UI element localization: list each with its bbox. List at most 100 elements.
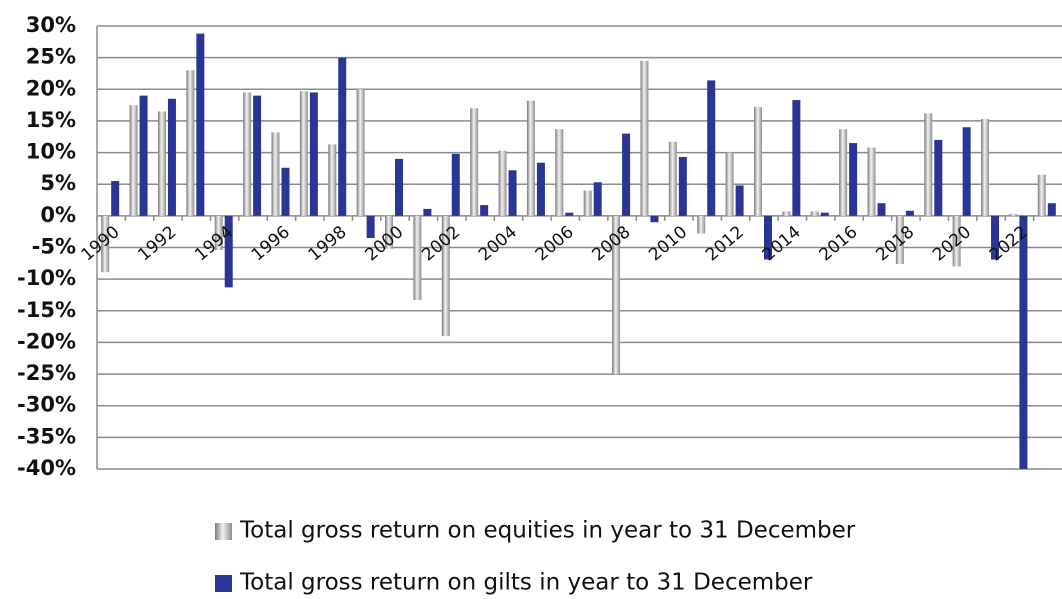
x-tick-label: 2020 — [929, 222, 975, 265]
y-tick-label: 15% — [26, 108, 76, 132]
y-tick-label: -10% — [17, 266, 76, 290]
y-tick-label: -25% — [17, 361, 76, 385]
bar — [243, 92, 252, 216]
bar — [129, 105, 138, 216]
bar — [650, 215, 659, 223]
bar — [214, 215, 223, 251]
y-tick-label: -20% — [17, 329, 76, 353]
bar — [753, 107, 762, 216]
y-tick-label: 5% — [40, 171, 76, 195]
bar — [338, 57, 347, 216]
bar — [157, 111, 166, 216]
bar — [196, 33, 205, 216]
x-tick-label: 1992 — [134, 222, 180, 265]
x-tick-label: 2006 — [532, 222, 578, 265]
y-tick-label: -35% — [17, 424, 76, 448]
x-tick-label: 2012 — [702, 222, 748, 265]
bar — [508, 170, 517, 216]
y-tick-label: -15% — [17, 298, 76, 322]
x-tick-label: 2002 — [418, 222, 464, 265]
legend-swatch — [215, 575, 232, 592]
bar — [1037, 174, 1046, 216]
bar — [299, 91, 308, 216]
bar — [725, 152, 734, 216]
x-tick-label: 1990 — [78, 222, 124, 265]
bar — [593, 182, 602, 216]
x-tick-label: 2008 — [589, 222, 635, 265]
bar — [924, 113, 933, 216]
bar — [271, 132, 280, 216]
bar — [934, 139, 943, 216]
bar — [186, 70, 195, 216]
bar — [366, 215, 375, 239]
y-tick-label: -5% — [32, 235, 76, 259]
bar — [981, 119, 990, 216]
x-tick-label: 1996 — [248, 222, 294, 265]
y-tick-label: 0% — [40, 203, 76, 227]
bar — [480, 205, 489, 216]
bar — [167, 98, 176, 216]
bar — [281, 167, 290, 216]
bar — [470, 108, 479, 216]
bar — [139, 95, 148, 216]
bar — [640, 60, 649, 216]
bar — [536, 162, 545, 216]
bar — [867, 147, 876, 216]
y-tick-label: 30% — [26, 13, 76, 37]
bar — [451, 153, 460, 216]
bar — [952, 215, 961, 267]
bar — [782, 211, 791, 216]
bar — [309, 92, 318, 216]
x-tick-label: 2018 — [872, 222, 918, 265]
bar — [962, 127, 971, 216]
bar — [895, 215, 904, 264]
x-tick-label: 2016 — [816, 222, 862, 265]
bar — [395, 158, 404, 216]
bar — [735, 185, 744, 216]
legend-label: Total gross return on gilts in year to 3… — [239, 570, 813, 596]
legend-label: Total gross return on equities in year t… — [239, 518, 856, 544]
bar — [423, 208, 432, 216]
y-tick-label: 25% — [26, 45, 76, 69]
bar — [1019, 215, 1028, 469]
bar — [792, 100, 801, 216]
bar — [413, 215, 422, 301]
bar — [612, 215, 621, 375]
bar — [356, 89, 365, 216]
bar — [622, 133, 631, 216]
bar — [697, 215, 706, 234]
bar — [1009, 213, 1018, 216]
bar — [555, 129, 564, 216]
bar — [385, 215, 394, 249]
bar — [111, 181, 120, 216]
bar — [905, 210, 914, 216]
bar — [526, 100, 535, 216]
x-tick-label: 2010 — [645, 222, 691, 265]
bar — [498, 150, 507, 216]
bar — [991, 215, 1000, 260]
bar — [583, 190, 592, 216]
y-tick-label: 10% — [26, 140, 76, 164]
bar — [1047, 203, 1056, 216]
legend-swatch — [215, 523, 232, 540]
bar — [101, 215, 110, 273]
bar — [839, 129, 848, 216]
bar — [877, 203, 886, 216]
bar — [441, 215, 450, 337]
bar — [253, 95, 262, 216]
bar — [820, 212, 829, 216]
bar — [668, 141, 677, 216]
bar — [707, 80, 716, 216]
bar — [849, 143, 858, 216]
y-tick-label: 20% — [26, 76, 76, 100]
bar — [810, 211, 819, 216]
x-tick-label: 1998 — [305, 222, 351, 265]
bar — [763, 215, 772, 260]
bar — [565, 212, 574, 216]
y-tick-label: -30% — [17, 393, 76, 417]
x-tick-label: 2004 — [475, 222, 521, 265]
y-tick-label: -40% — [17, 456, 76, 480]
bar — [328, 144, 337, 216]
bar — [678, 157, 687, 216]
